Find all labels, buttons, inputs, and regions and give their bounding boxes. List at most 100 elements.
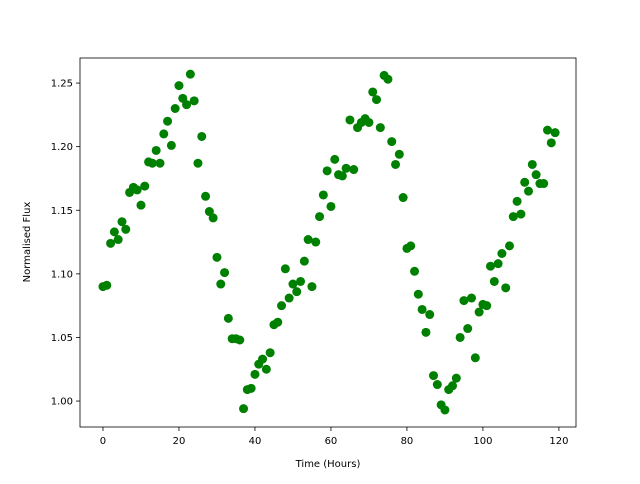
data-point	[501, 283, 511, 293]
data-point	[106, 238, 116, 248]
data-point	[391, 159, 401, 169]
data-point	[136, 200, 146, 210]
data-point	[182, 100, 192, 110]
data-point	[459, 296, 469, 306]
x-tick-label: 60	[325, 436, 338, 447]
data-point	[425, 310, 435, 320]
y-tick-label: 1.00	[51, 397, 73, 408]
data-point	[531, 170, 541, 180]
y-tick-label: 1.10	[51, 269, 73, 280]
data-point	[505, 241, 515, 251]
data-point	[413, 289, 423, 299]
data-point	[296, 276, 306, 286]
x-tick-label: 0	[100, 436, 106, 447]
data-point	[463, 324, 473, 334]
data-point	[277, 301, 287, 311]
data-point	[387, 137, 397, 147]
data-point	[539, 179, 549, 189]
data-point	[311, 237, 321, 247]
data-point	[220, 268, 230, 278]
data-point	[341, 163, 351, 173]
data-point	[216, 279, 226, 289]
data-point	[330, 154, 340, 164]
data-point	[140, 181, 150, 191]
data-point	[102, 280, 112, 290]
data-point	[315, 212, 325, 222]
data-point	[151, 145, 161, 155]
data-point	[132, 185, 142, 195]
y-axis-label: Normalised Flux	[22, 202, 33, 283]
data-point	[318, 190, 328, 200]
data-point	[524, 186, 534, 196]
data-point	[292, 287, 302, 297]
data-point	[250, 369, 260, 379]
data-point	[307, 282, 317, 292]
data-point	[451, 373, 461, 383]
data-point	[383, 74, 393, 84]
data-point	[174, 81, 184, 91]
data-point	[201, 191, 211, 201]
data-point	[520, 177, 530, 187]
data-point	[467, 293, 477, 303]
data-point	[113, 235, 123, 245]
data-point	[516, 209, 526, 219]
data-point	[512, 196, 522, 206]
data-point	[474, 307, 484, 317]
data-point	[288, 279, 298, 289]
data-point	[235, 335, 245, 345]
data-point	[489, 276, 499, 286]
data-point	[163, 116, 173, 126]
data-point	[212, 252, 222, 262]
data-point	[527, 159, 537, 169]
data-point	[432, 380, 442, 390]
data-point	[368, 87, 378, 97]
data-point	[197, 131, 207, 141]
data-point	[246, 383, 256, 393]
plot-frame	[79, 57, 577, 428]
data-point	[470, 353, 480, 363]
data-point	[440, 405, 450, 415]
data-point	[508, 212, 518, 222]
data-point	[322, 166, 332, 176]
data-point	[299, 256, 309, 266]
data-point	[193, 158, 203, 168]
x-tick-label: 20	[173, 436, 186, 447]
data-point	[326, 201, 336, 211]
data-point	[109, 227, 119, 237]
data-point	[147, 158, 157, 168]
data-point	[208, 213, 218, 223]
data-point	[261, 364, 271, 374]
data-point	[421, 327, 431, 337]
data-point	[410, 266, 420, 276]
data-point	[406, 241, 416, 251]
data-point	[189, 96, 199, 106]
data-point	[303, 235, 313, 245]
data-point	[121, 224, 131, 234]
data-point	[349, 165, 359, 175]
data-point	[497, 249, 507, 259]
data-point	[455, 332, 465, 342]
y-tick-label: 1.05	[51, 333, 73, 344]
data-point	[284, 293, 294, 303]
y-tick-label: 1.20	[51, 142, 73, 153]
data-point	[398, 193, 408, 203]
data-point	[280, 264, 290, 274]
data-point	[493, 259, 503, 269]
x-tick-label: 80	[401, 436, 414, 447]
x-tick-label: 40	[249, 436, 262, 447]
data-point	[375, 123, 385, 133]
data-point	[482, 301, 492, 311]
data-point	[550, 128, 560, 138]
data-point	[546, 138, 556, 148]
data-point	[364, 117, 374, 127]
y-tick-label: 1.25	[51, 79, 73, 90]
x-tick-label: 120	[549, 436, 568, 447]
data-point	[417, 304, 427, 314]
data-point	[345, 115, 355, 125]
data-point	[486, 261, 496, 271]
data-point	[239, 404, 249, 414]
data-point	[223, 313, 233, 323]
data-point	[265, 348, 275, 358]
data-point	[543, 125, 553, 135]
